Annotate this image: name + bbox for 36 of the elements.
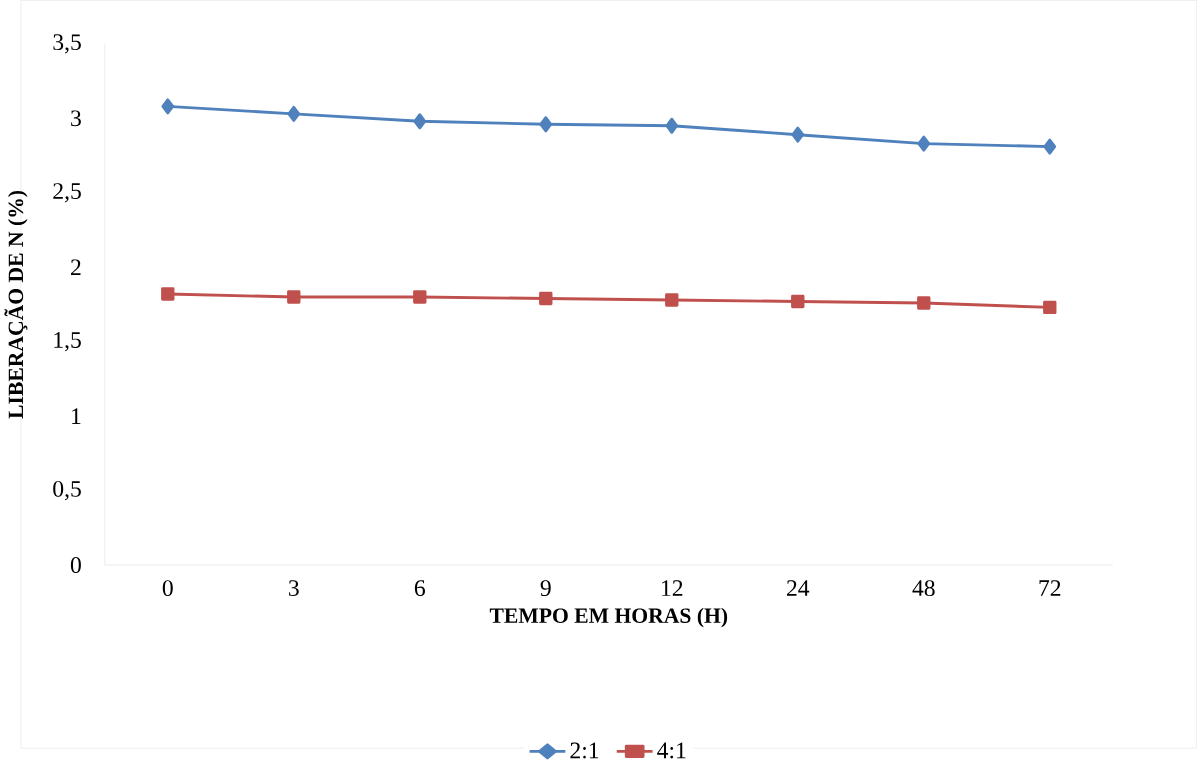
y-axis-title: LIBERAÇÃO DE N (%) — [4, 190, 28, 419]
point — [665, 117, 679, 134]
y-tick-label: 1,5 — [54, 331, 81, 352]
x-tick-label: 24 — [787, 579, 810, 596]
x-tick-label: 48 — [912, 579, 935, 596]
point — [665, 293, 679, 307]
point — [791, 294, 805, 308]
x-tick-label: 0 — [162, 579, 173, 596]
point — [161, 98, 175, 115]
point — [539, 116, 553, 133]
point — [917, 296, 931, 310]
x-tick-label: 6 — [414, 579, 425, 596]
point — [287, 105, 301, 122]
y-tick-label: 1 — [72, 408, 81, 424]
y-tick-label: 0,5 — [53, 480, 81, 501]
y-tick-label: 3 — [71, 110, 81, 127]
y-tick-label: 3,5 — [53, 34, 81, 54]
point — [1043, 300, 1057, 314]
x-tick-label: 12 — [662, 579, 683, 596]
point — [161, 287, 175, 301]
x-axis-title: TEMPO EM HORAS (H) — [489, 607, 728, 628]
legend-label: 2:1 — [570, 742, 599, 759]
y-tick-label: 2,5 — [53, 182, 81, 203]
y-tick-label: 2 — [71, 259, 81, 275]
y-tick-label: 0 — [70, 556, 81, 573]
x-tick-label: 9 — [540, 579, 551, 596]
point — [413, 290, 427, 304]
point — [1043, 138, 1057, 155]
point — [791, 126, 805, 143]
point — [413, 113, 427, 130]
legend-label: 4:1 — [657, 742, 686, 759]
x-tick-label: 3 — [289, 579, 299, 596]
point — [539, 291, 553, 305]
point — [287, 290, 301, 304]
point — [917, 135, 931, 152]
x-tick-label: 72 — [1039, 579, 1061, 596]
